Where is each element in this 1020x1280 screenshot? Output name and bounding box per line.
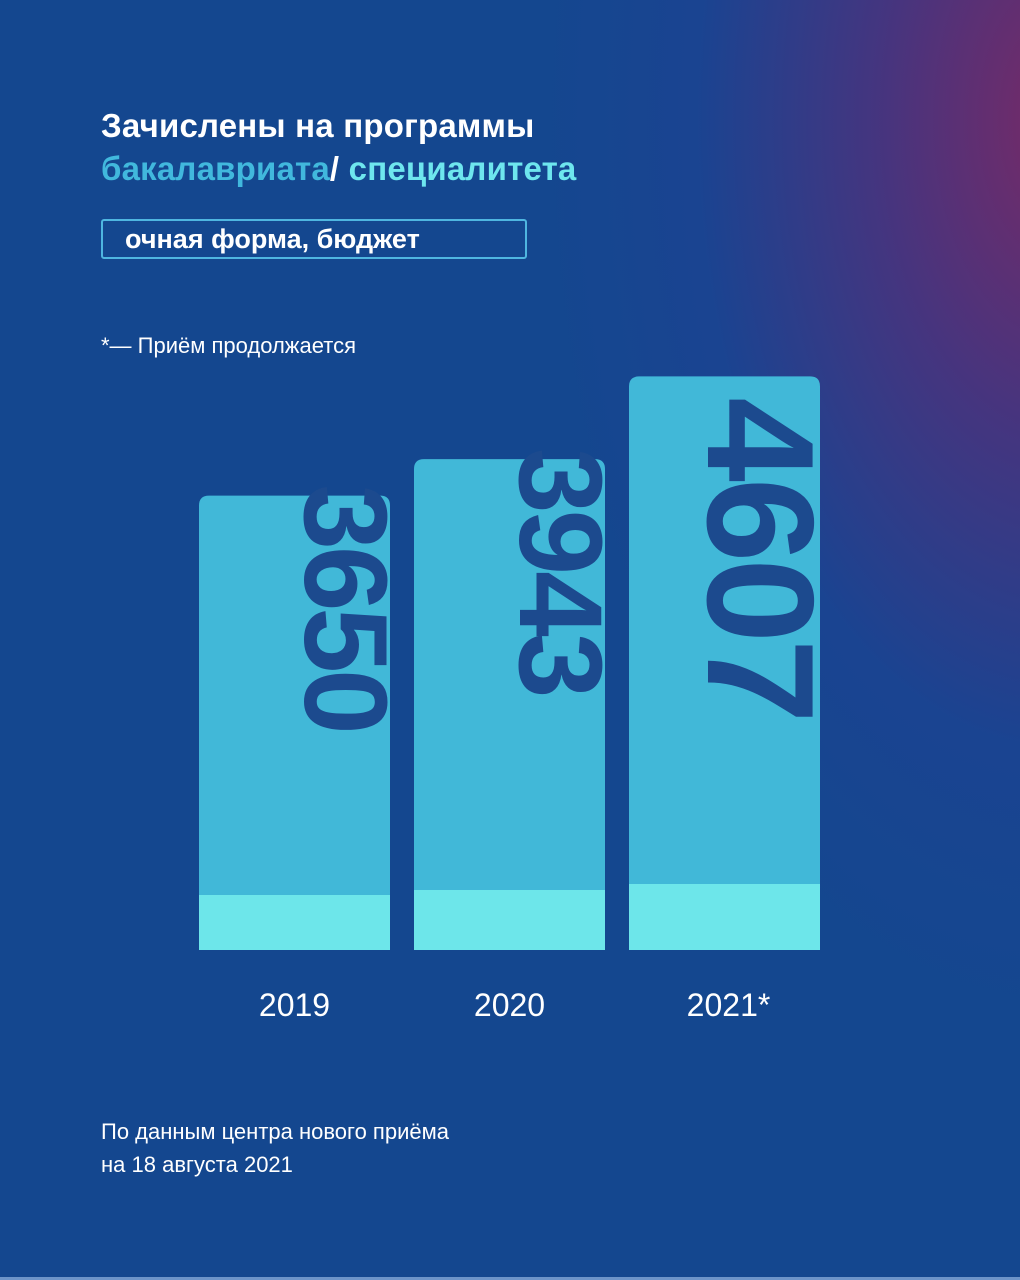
title-accent-specialist: специалитета bbox=[348, 150, 577, 187]
bar-base-2019 bbox=[199, 895, 390, 950]
category-label-2019: 2019 bbox=[259, 987, 330, 1023]
page-title: Зачислены на программы бакалавриата/ спе… bbox=[101, 104, 576, 190]
bar-group-2021: 4607 2021* bbox=[629, 376, 845, 1023]
form-tag: очная форма, бюджет bbox=[101, 219, 527, 259]
title-line-1: Зачислены на программы bbox=[101, 107, 535, 144]
source-line-2: на 18 августа 2021 bbox=[101, 1152, 293, 1177]
category-label-2020: 2020 bbox=[474, 987, 545, 1023]
source-footer: По данным центра нового приёма на 18 авг… bbox=[101, 1115, 449, 1181]
title-accent-bachelor: бакалавриата bbox=[101, 150, 330, 187]
bar-value-label-2019: 3650 bbox=[279, 484, 411, 731]
bar-value-label-2020: 3943 bbox=[494, 448, 626, 695]
form-tag-label: очная форма, бюджет bbox=[125, 224, 420, 254]
bar-2021 bbox=[629, 376, 820, 951]
bar-base-2021 bbox=[629, 884, 820, 950]
bar-2019 bbox=[199, 495, 390, 950]
bar-group-2020: 3943 2020 bbox=[414, 448, 626, 1023]
title-line-2: бакалавриата/ специалитета bbox=[101, 147, 576, 190]
title-slash: / bbox=[329, 150, 340, 187]
bar-2020 bbox=[414, 459, 605, 950]
source-line-1: По данным центра нового приёма bbox=[101, 1119, 449, 1144]
admission-note: *— Приём продолжается bbox=[101, 333, 357, 358]
category-label-2021: 2021* bbox=[687, 987, 771, 1023]
bar-base-2020 bbox=[414, 890, 605, 950]
bottom-divider bbox=[0, 1277, 1020, 1280]
bar-value-label-2021: 4607 bbox=[675, 397, 845, 719]
bar-group-2019: 3650 2019 bbox=[199, 484, 411, 1023]
